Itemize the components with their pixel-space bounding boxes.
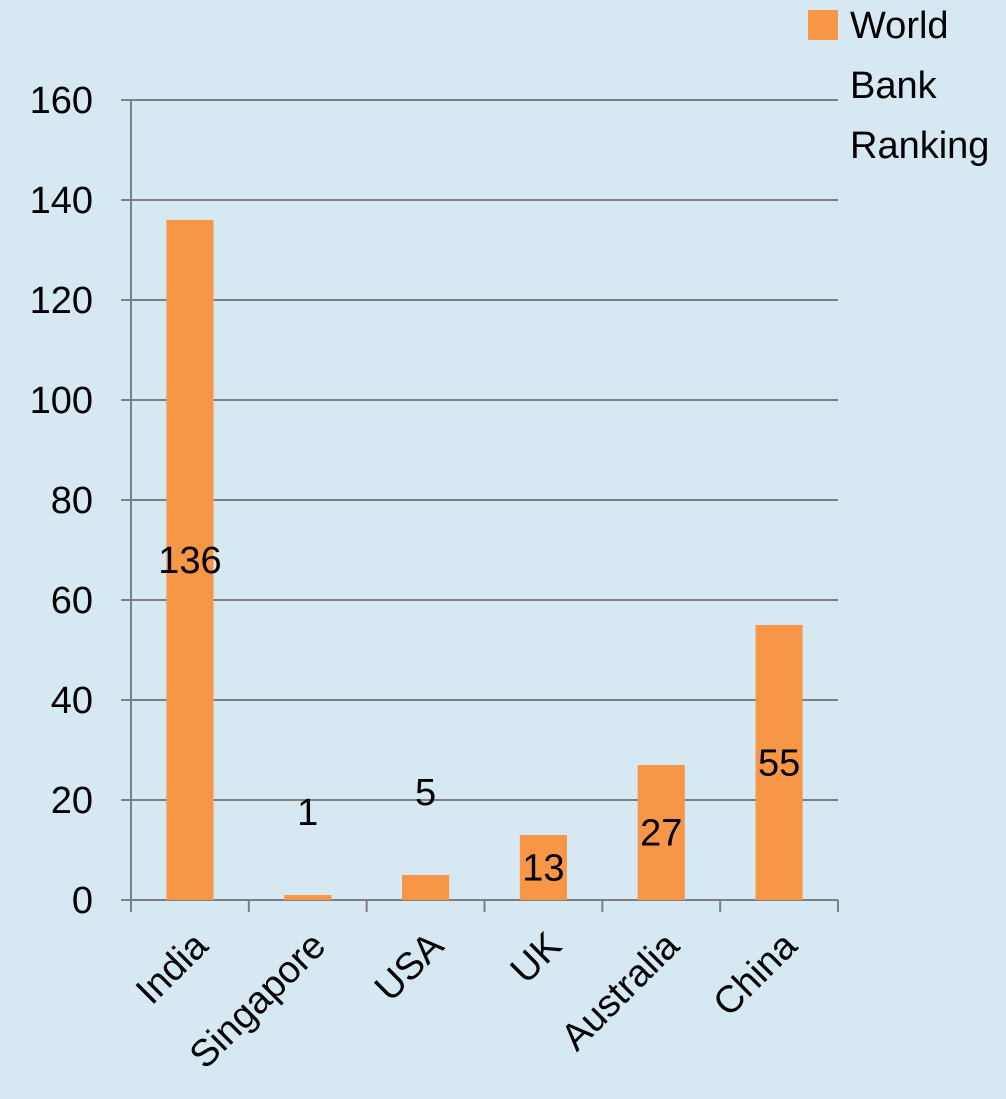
y-tick-label: 20	[51, 780, 93, 822]
data-label-india: 136	[158, 540, 221, 582]
bar-usa	[402, 875, 450, 900]
data-label-china: 55	[758, 743, 800, 785]
category-label-india: India	[128, 924, 217, 1013]
y-tick-label: 140	[30, 180, 93, 222]
y-tick-label: 60	[51, 580, 93, 622]
bar-india	[166, 220, 214, 900]
y-tick-label: 0	[72, 880, 93, 922]
data-label-usa: 5	[415, 772, 436, 814]
category-label-australia: Australia	[553, 924, 688, 1059]
y-tick-label: 120	[30, 280, 93, 322]
legend-swatch	[808, 10, 838, 40]
y-tick-label: 100	[30, 380, 93, 422]
y-tick-label: 40	[51, 680, 93, 722]
y-tick-label: 80	[51, 480, 93, 522]
category-label-china: China	[706, 924, 807, 1025]
data-label-uk: 13	[522, 848, 564, 890]
bar-uk	[519, 835, 567, 900]
category-label-usa: USA	[367, 924, 452, 1009]
legend-line-2: Bank	[850, 65, 938, 107]
bar-singapore	[284, 895, 332, 900]
data-labels: 136 1 5 13 27 55	[158, 540, 800, 890]
data-label-australia: 27	[640, 813, 682, 855]
legend-line-3: Ranking	[850, 125, 989, 167]
y-tick-label: 160	[30, 80, 93, 122]
bar-china	[755, 625, 803, 900]
bars	[166, 220, 803, 900]
data-label-singapore: 1	[297, 792, 318, 834]
bar-australia	[637, 765, 685, 900]
legend-line-1: World	[850, 5, 949, 47]
category-label-uk: UK	[503, 925, 570, 992]
legend: World Bank Ranking	[808, 5, 989, 167]
gridlines	[131, 99, 838, 801]
